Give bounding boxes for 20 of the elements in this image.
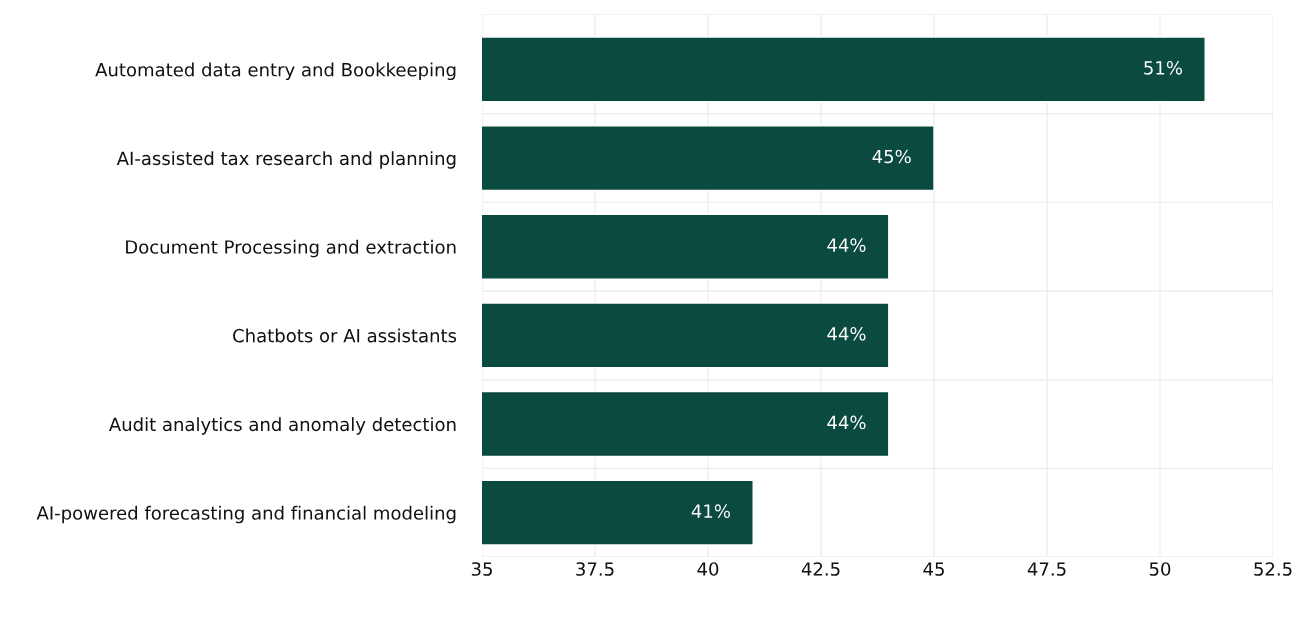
x-tick-label: 42.5 bbox=[801, 562, 840, 576]
y-tick-label: AI-assisted tax research and planning bbox=[116, 151, 456, 169]
y-tick-label: Chatbots or AI assistants bbox=[233, 328, 457, 343]
data-label: 45% bbox=[872, 149, 911, 164]
x-tick-label: 35 bbox=[471, 562, 492, 576]
y-tick-label: Document Processing and extraction bbox=[126, 239, 456, 258]
data-label: 41% bbox=[691, 504, 730, 518]
y-tick-label: Automated data entry and Bookkeeping bbox=[95, 62, 456, 81]
x-tick-label: 52.5 bbox=[1254, 562, 1292, 576]
data-label: 44% bbox=[827, 238, 866, 252]
x-tick-label: 45 bbox=[923, 562, 944, 576]
x-tick-label: 47.5 bbox=[1027, 562, 1066, 576]
x-tick-label: 40 bbox=[697, 562, 719, 576]
y-tick-label: Audit analytics and anomaly detection bbox=[108, 417, 456, 435]
x-tick-label: 50 bbox=[1149, 562, 1171, 576]
data-label: 51% bbox=[1144, 60, 1182, 75]
data-label: 44% bbox=[827, 415, 866, 430]
data-label: 44% bbox=[827, 326, 866, 341]
x-tick-label: 37.5 bbox=[576, 562, 614, 576]
y-tick-label: AI-powered forecasting and financial modeling bbox=[36, 505, 456, 524]
